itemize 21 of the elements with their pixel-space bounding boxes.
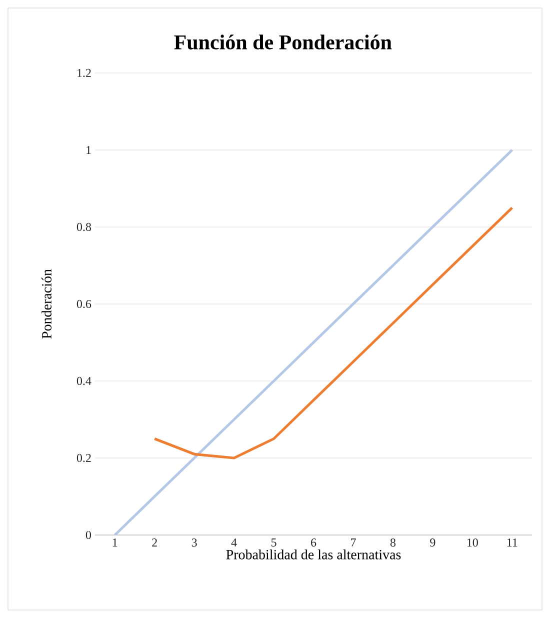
y-tick-label: 0.4 — [76, 376, 92, 386]
x-tick-label: 7 — [351, 538, 356, 546]
x-tick-label: 4 — [231, 538, 237, 546]
x-tick-label: 9 — [430, 538, 436, 547]
x-tick-label: 3 — [192, 538, 197, 547]
y-tick-label: 0.6 — [76, 300, 92, 308]
x-tick-label: 5 — [271, 538, 276, 546]
y-tick-label: 0 — [86, 530, 92, 540]
x-axis-title: Probabilidad de las alternativas — [226, 549, 401, 560]
x-tick-label: 2 — [152, 538, 157, 546]
y-tick-label: 0.8 — [76, 222, 92, 232]
y-axis-title: Ponderación — [42, 269, 52, 339]
x-tick-label: 10 — [467, 538, 478, 547]
chart-title: Función de Ponderación — [174, 34, 392, 50]
y-tick-label: 1 — [86, 146, 91, 154]
x-tick-label: 11 — [507, 538, 518, 546]
y-tick-label: 1.2 — [78, 68, 91, 78]
x-tick-label: 8 — [390, 538, 396, 547]
x-tick-label: 6 — [311, 538, 316, 547]
x-tick-label: 1 — [112, 538, 118, 546]
y-tick-label: 0.2 — [76, 454, 91, 462]
